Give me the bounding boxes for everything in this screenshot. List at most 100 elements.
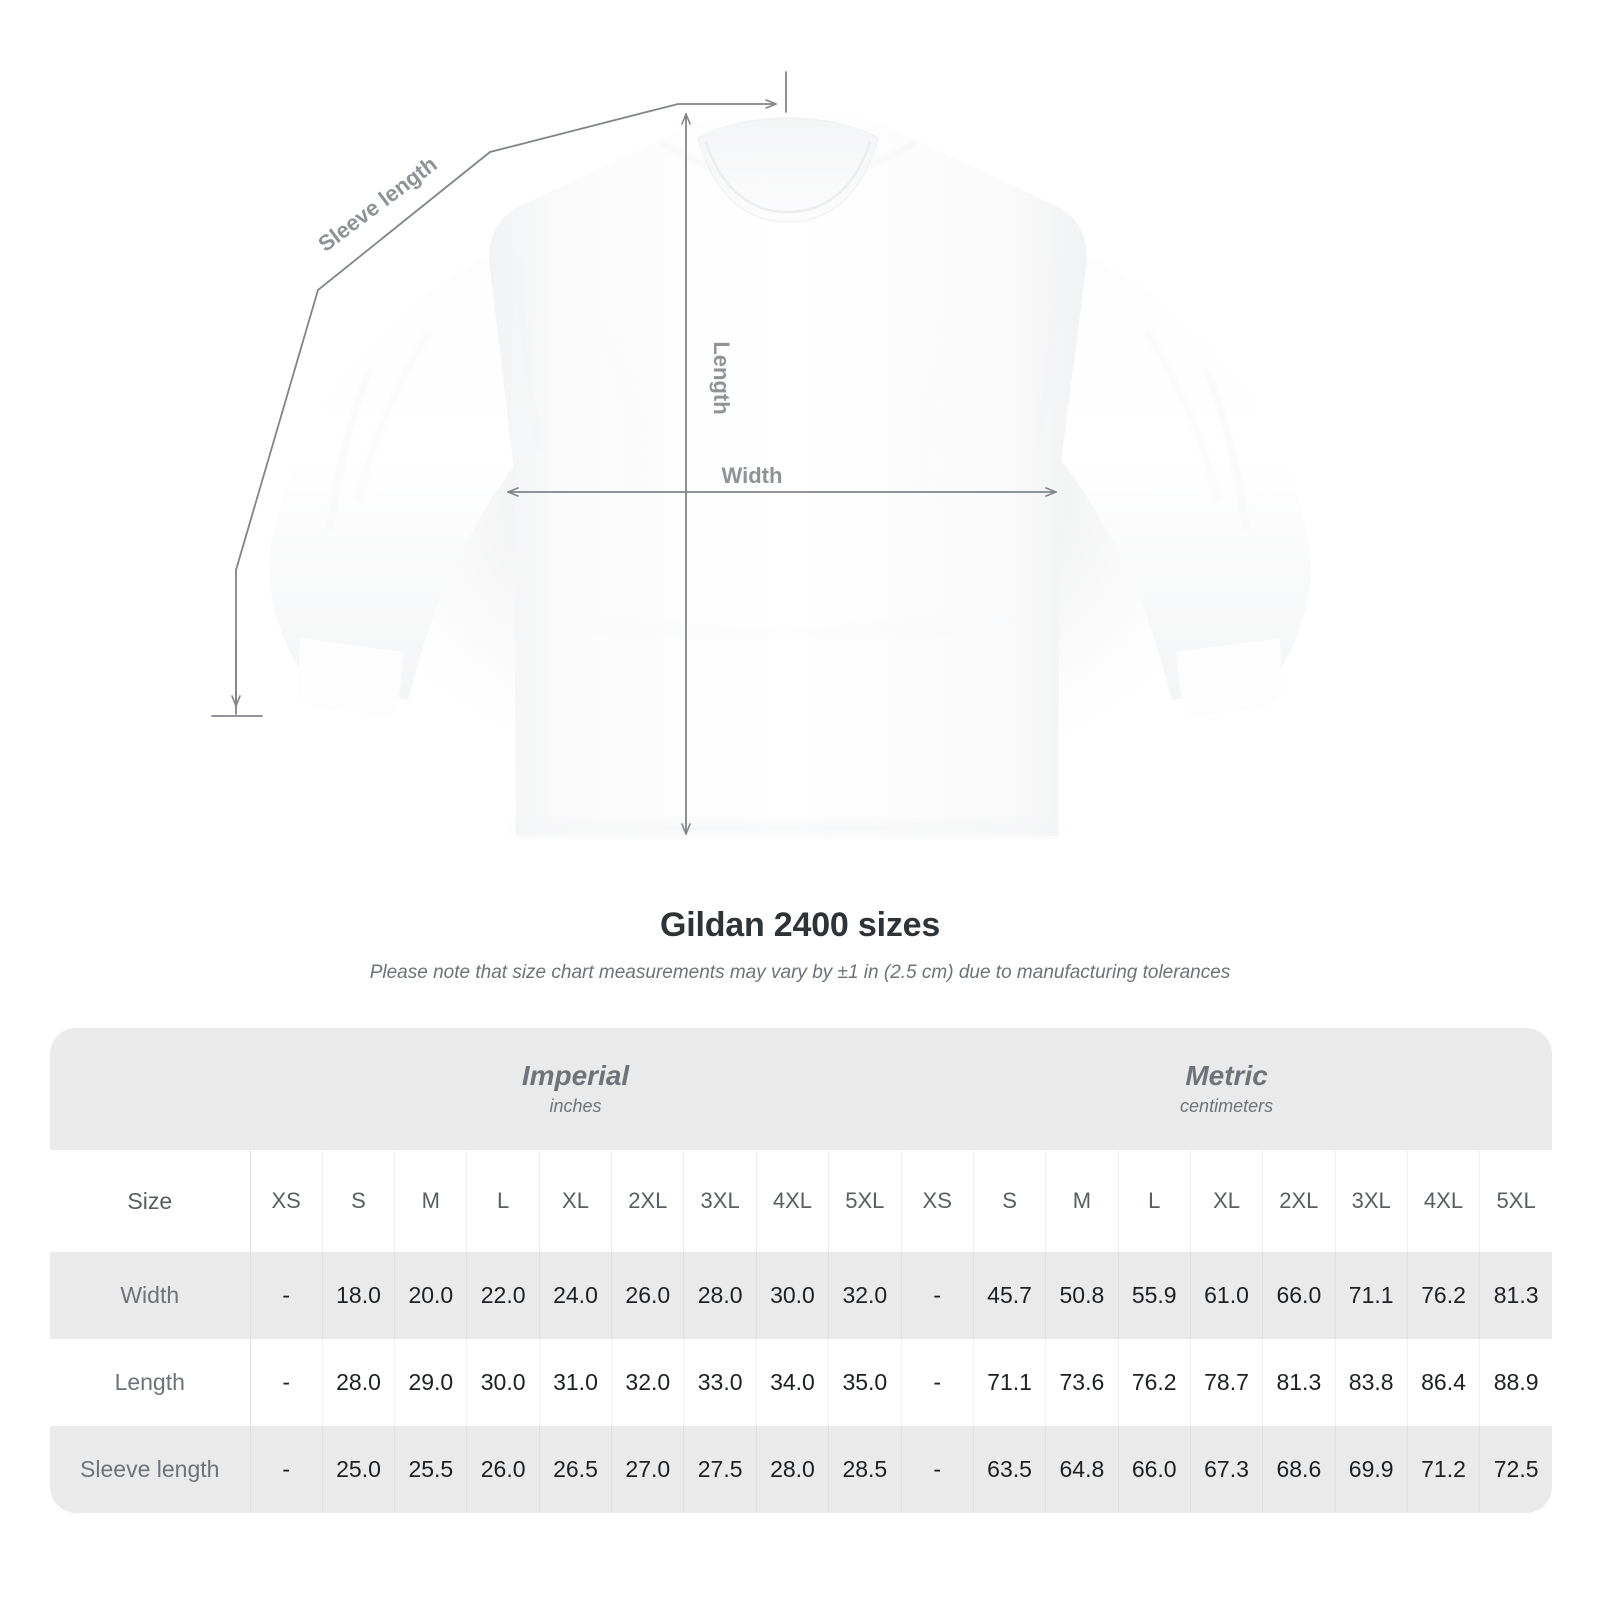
cell-sleeve-imperial-2xl: 27.0 xyxy=(611,1426,685,1513)
header-size-metric-l: L xyxy=(1118,1150,1191,1252)
header-size-imperial-m: M xyxy=(394,1150,468,1252)
page-title: Gildan 2400 sizes xyxy=(659,906,941,944)
header-size-imperial-2xl: 2XL xyxy=(611,1150,685,1252)
cell-width-metric-4xl: 76.2 xyxy=(1407,1252,1481,1339)
cell-sleeve-imperial-l: 26.0 xyxy=(466,1426,540,1513)
header-size-imperial-xl: XL xyxy=(539,1150,613,1252)
table-row: Length - 28.0 29.0 30.0 31.0 32.0 33.0 3… xyxy=(50,1339,1552,1426)
cell-length-imperial-4xl: 34.0 xyxy=(756,1339,830,1426)
header-size-imperial-3xl: 3XL xyxy=(683,1150,757,1252)
unit-name-metric: Metric xyxy=(1185,1060,1268,1091)
cell-width-imperial-s: 18.0 xyxy=(322,1252,396,1339)
cell-width-metric-2xl: 66.0 xyxy=(1262,1252,1336,1339)
cell-length-metric-2xl: 81.3 xyxy=(1262,1339,1336,1426)
unit-spacer-cell xyxy=(50,1028,250,1150)
cell-length-imperial-s: 28.0 xyxy=(322,1339,396,1426)
cell-sleeve-metric-4xl: 71.2 xyxy=(1407,1426,1481,1513)
cell-sleeve-metric-xl: 67.3 xyxy=(1190,1426,1264,1513)
cell-sleeve-metric-s: 63.5 xyxy=(973,1426,1047,1513)
unit-banner-row: Imperial inches Metric centimeters xyxy=(50,1028,1552,1150)
sleeve-length-line xyxy=(235,99,777,715)
header-size-imperial-l: L xyxy=(466,1150,540,1252)
unit-sub-metric: centimeters xyxy=(1180,1096,1274,1116)
cell-sleeve-metric-5xl: 72.5 xyxy=(1479,1426,1552,1513)
table-row: Width - 18.0 20.0 22.0 24.0 26.0 28.0 30… xyxy=(50,1252,1552,1339)
header-size-imperial-4xl: 4XL xyxy=(756,1150,830,1252)
header-size-metric-2xl: 2XL xyxy=(1262,1150,1336,1252)
header-size-metric-m: M xyxy=(1045,1150,1119,1252)
header-size-imperial-xs: XS xyxy=(250,1150,323,1252)
cell-sleeve-imperial-xl: 26.5 xyxy=(539,1426,613,1513)
cell-sleeve-metric-3xl: 69.9 xyxy=(1335,1426,1408,1513)
cell-width-metric-m: 50.8 xyxy=(1045,1252,1119,1339)
length-label: Length xyxy=(709,341,734,414)
cell-width-imperial-5xl: 32.0 xyxy=(828,1252,902,1339)
cell-sleeve-imperial-xs: - xyxy=(250,1426,323,1513)
cell-length-metric-4xl: 86.4 xyxy=(1407,1339,1481,1426)
table-row: Sleeve length - 25.0 25.5 26.0 26.5 27.0… xyxy=(50,1426,1552,1513)
cell-width-imperial-2xl: 26.0 xyxy=(611,1252,685,1339)
row-label-sleeve-length: Sleeve length xyxy=(50,1426,251,1513)
header-size-imperial-5xl: 5XL xyxy=(828,1150,902,1252)
cell-length-metric-xl: 78.7 xyxy=(1190,1339,1264,1426)
sleeve-length-label: Sleeve length xyxy=(313,151,441,256)
shirt-illustration: Sleeve length Length Width xyxy=(211,71,1311,836)
measurement-annotations xyxy=(211,71,1057,835)
garment-diagram: Sleeve length Length Width xyxy=(211,71,1311,836)
cell-sleeve-imperial-3xl: 27.5 xyxy=(683,1426,757,1513)
cell-sleeve-imperial-5xl: 28.5 xyxy=(828,1426,902,1513)
cell-width-metric-3xl: 71.1 xyxy=(1335,1252,1408,1339)
cell-width-imperial-3xl: 28.0 xyxy=(683,1252,757,1339)
header-size-label: Size xyxy=(50,1150,251,1252)
header-size-metric-5xl: 5XL xyxy=(1479,1150,1552,1252)
cell-length-imperial-m: 29.0 xyxy=(394,1339,468,1426)
row-label-width: Width xyxy=(50,1252,251,1339)
cell-length-metric-xs: - xyxy=(901,1339,974,1426)
cell-length-metric-3xl: 83.8 xyxy=(1335,1339,1408,1426)
cell-width-imperial-xl: 24.0 xyxy=(539,1252,613,1339)
cell-width-metric-s: 45.7 xyxy=(973,1252,1047,1339)
header-size-metric-s: S xyxy=(973,1150,1047,1252)
cell-length-metric-l: 76.2 xyxy=(1118,1339,1191,1426)
cell-sleeve-metric-m: 64.8 xyxy=(1045,1426,1119,1513)
header-size-metric-3xl: 3XL xyxy=(1335,1150,1408,1252)
header-size-imperial-s: S xyxy=(322,1150,396,1252)
cell-width-metric-xl: 61.0 xyxy=(1190,1252,1264,1339)
page-subtitle: Please note that size chart measurements… xyxy=(369,961,1231,983)
cell-sleeve-metric-xs: - xyxy=(901,1426,974,1513)
header-size-metric-4xl: 4XL xyxy=(1407,1150,1481,1252)
cell-length-imperial-xl: 31.0 xyxy=(539,1339,613,1426)
cell-sleeve-imperial-m: 25.5 xyxy=(394,1426,468,1513)
cell-sleeve-metric-2xl: 68.6 xyxy=(1262,1426,1336,1513)
cell-length-imperial-l: 30.0 xyxy=(466,1339,540,1426)
cell-length-imperial-xs: - xyxy=(250,1339,323,1426)
header-size-metric-xs: XS xyxy=(901,1150,974,1252)
unit-sub-imperial: inches xyxy=(549,1096,602,1116)
cell-width-imperial-m: 20.0 xyxy=(394,1252,468,1339)
cell-sleeve-imperial-4xl: 28.0 xyxy=(756,1426,830,1513)
unit-group-imperial: Imperial inches xyxy=(250,1028,902,1150)
garment-shape xyxy=(269,110,1311,836)
row-label-length: Length xyxy=(50,1339,251,1426)
cell-length-imperial-5xl: 35.0 xyxy=(828,1339,902,1426)
cell-width-imperial-xs: - xyxy=(250,1252,323,1339)
size-chart-table-container: Imperial inches Metric centimeters Size … xyxy=(50,1028,1552,1513)
cell-sleeve-imperial-s: 25.0 xyxy=(322,1426,396,1513)
unit-name-imperial: Imperial xyxy=(521,1060,630,1091)
size-header-row: Size XS S M L XL 2XL 3XL 4XL 5XL XS S M … xyxy=(50,1150,1552,1252)
cell-length-imperial-2xl: 32.0 xyxy=(611,1339,685,1426)
cell-sleeve-metric-l: 66.0 xyxy=(1118,1426,1191,1513)
width-label: Width xyxy=(722,463,783,488)
cell-length-imperial-3xl: 33.0 xyxy=(683,1339,757,1426)
cell-width-imperial-4xl: 30.0 xyxy=(756,1252,830,1339)
cell-length-metric-5xl: 88.9 xyxy=(1479,1339,1552,1426)
cell-length-metric-m: 73.6 xyxy=(1045,1339,1119,1426)
cell-width-metric-xs: - xyxy=(901,1252,974,1339)
cell-width-metric-l: 55.9 xyxy=(1118,1252,1191,1339)
size-chart-table: Imperial inches Metric centimeters Size … xyxy=(50,1028,1552,1513)
cell-length-metric-s: 71.1 xyxy=(973,1339,1047,1426)
cell-width-metric-5xl: 81.3 xyxy=(1479,1252,1552,1339)
header-size-metric-xl: XL xyxy=(1190,1150,1264,1252)
title-block: Gildan 2400 sizes Please note that size … xyxy=(0,905,1600,985)
unit-group-metric: Metric centimeters xyxy=(901,1028,1552,1150)
